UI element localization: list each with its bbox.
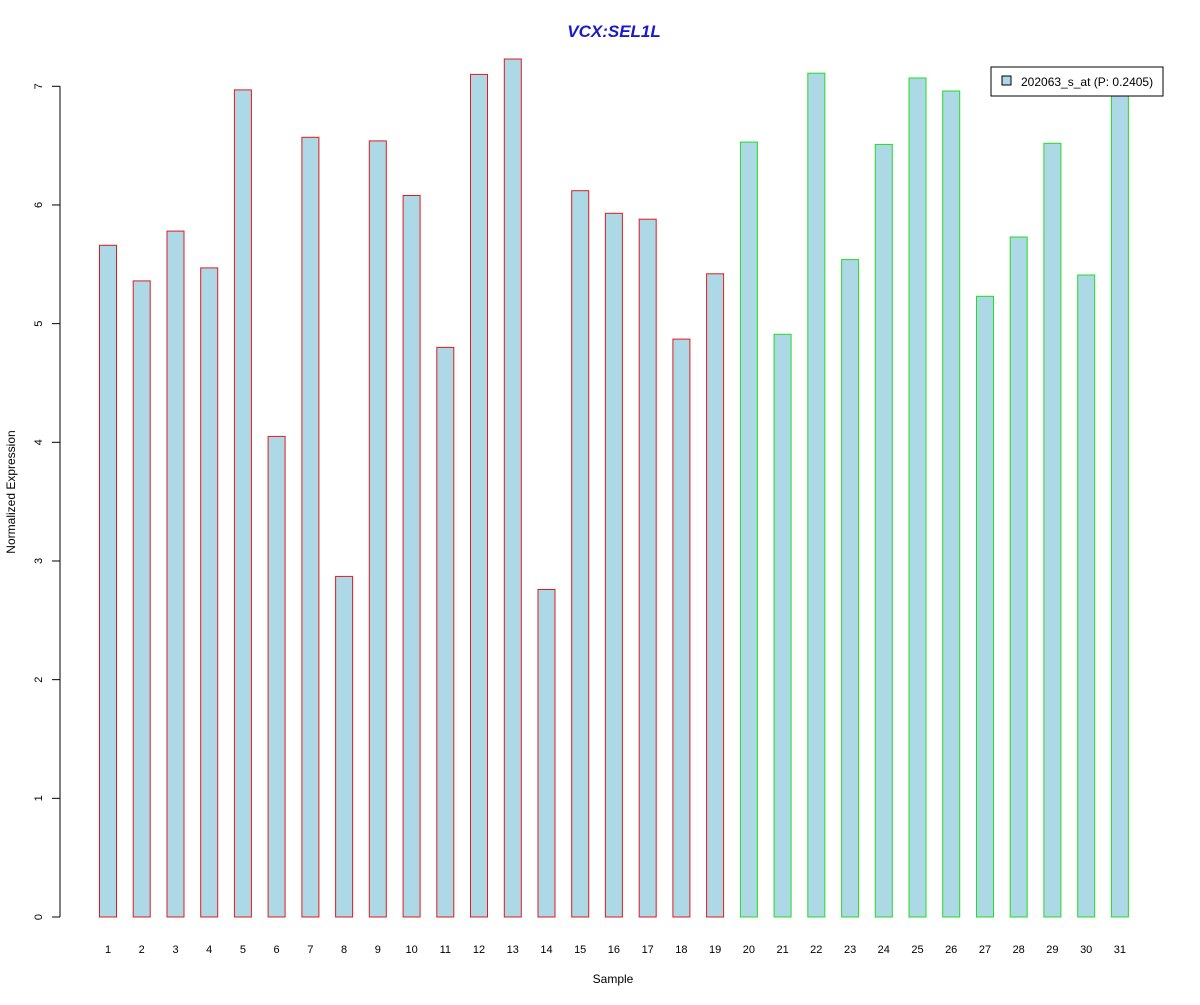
x-tick-label: 9 — [375, 944, 381, 956]
legend-swatch — [1001, 75, 1012, 86]
x-tick-label: 24 — [878, 944, 890, 956]
x-tick-label: 1 — [105, 944, 111, 956]
x-tick-label: 3 — [172, 944, 178, 956]
bars-group — [99, 58, 1129, 918]
x-tick-label: 12 — [473, 944, 485, 956]
bar — [976, 295, 994, 918]
bar — [470, 73, 488, 918]
y-tick-label: 0 — [33, 914, 45, 920]
x-tick-label: 18 — [675, 944, 687, 956]
x-tick-label: 14 — [540, 944, 552, 956]
bar — [99, 244, 117, 918]
bar — [402, 195, 421, 918]
x-tick-label: 7 — [307, 944, 313, 956]
y-axis-label: Normalized Expression — [4, 430, 18, 553]
bar — [672, 338, 691, 918]
bar — [706, 273, 725, 918]
bar — [942, 90, 961, 918]
x-tick-label: 6 — [274, 944, 280, 956]
x-tick-label: 25 — [911, 944, 923, 956]
bar — [1077, 274, 1096, 918]
x-tick-label: 27 — [979, 944, 991, 956]
bar — [1043, 142, 1062, 918]
x-tick-label: 20 — [743, 944, 755, 956]
bar — [335, 575, 354, 918]
bar — [368, 140, 387, 918]
x-tick-label: 17 — [642, 944, 654, 956]
x-tick-label: 16 — [608, 944, 620, 956]
x-tick-label: 19 — [709, 944, 721, 956]
x-tick-labels: 1 2 3 4 5 6 7 8 9 10 11 12 13 14 15 16 17 18 19 20 21 22 23 24 2… — [105, 944, 1126, 956]
bar — [739, 141, 758, 918]
x-tick-label: 15 — [574, 944, 586, 956]
y-tick-label: 4 — [33, 439, 45, 445]
bar — [1009, 236, 1028, 918]
x-tick-label: 28 — [1013, 944, 1025, 956]
x-tick-label: 5 — [240, 944, 246, 956]
bar — [841, 259, 860, 918]
bar — [874, 143, 893, 918]
y-tick-label: 6 — [33, 202, 45, 208]
bar — [166, 230, 185, 918]
x-tick-label: 21 — [776, 944, 788, 956]
x-tick-label: 31 — [1114, 944, 1126, 956]
bar — [200, 267, 219, 918]
y-tick-label: 7 — [33, 83, 45, 89]
bar — [807, 72, 826, 918]
x-tick-label: 4 — [206, 944, 212, 956]
x-tick-label: 26 — [945, 944, 957, 956]
bar — [773, 333, 792, 918]
y-axis: 0 1 2 3 4 5 6 7 — [33, 83, 61, 920]
bar — [908, 77, 927, 918]
bar — [267, 435, 286, 918]
y-tick-label: 2 — [33, 677, 45, 683]
bar — [233, 89, 252, 918]
x-tick-label: 10 — [405, 944, 417, 956]
bar — [301, 136, 320, 918]
legend-label: 202063_s_at (P: 0.2405) — [1021, 75, 1153, 89]
legend-box — [990, 66, 1164, 97]
x-tick-label: 22 — [810, 944, 822, 956]
bar — [1110, 91, 1129, 918]
bar — [503, 58, 522, 918]
x-tick-label: 2 — [139, 944, 145, 956]
bar — [132, 280, 151, 918]
y-tick-label: 1 — [33, 795, 45, 801]
bar — [604, 212, 623, 918]
chart-title: VCX:SEL1L — [567, 22, 661, 41]
x-axis-label: Sample — [593, 972, 634, 986]
y-tick-label: 5 — [33, 321, 45, 327]
x-tick-label: 8 — [341, 944, 347, 956]
bar — [638, 218, 657, 918]
x-tick-label: 30 — [1080, 944, 1092, 956]
bar — [571, 190, 590, 918]
x-tick-label: 29 — [1046, 944, 1058, 956]
bar — [436, 346, 455, 918]
y-tick-label: 3 — [33, 558, 45, 564]
x-tick-label: 13 — [507, 944, 519, 956]
bar — [537, 589, 556, 918]
x-tick-label: 23 — [844, 944, 856, 956]
x-tick-label: 11 — [440, 944, 451, 956]
legend: 202063_s_at (P: 0.2405) — [990, 66, 1164, 97]
